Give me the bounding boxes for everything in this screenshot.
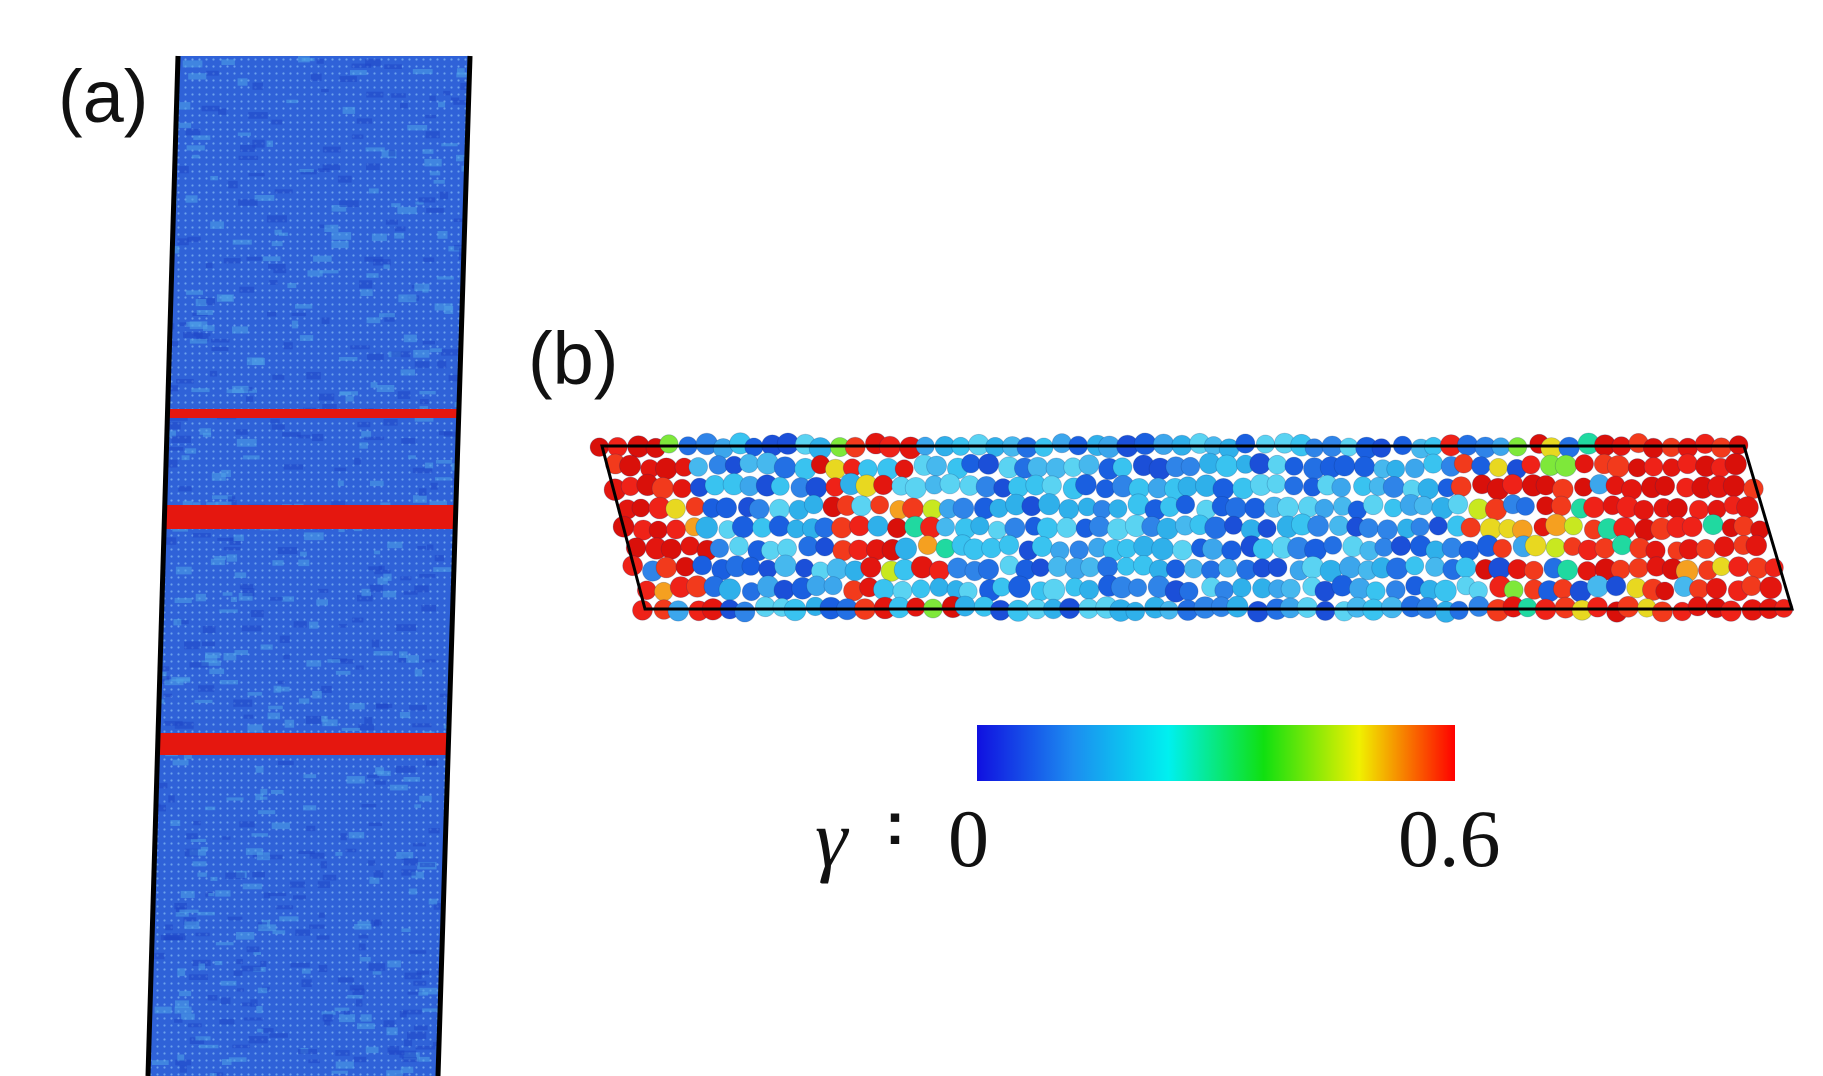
shear-band-3 [150, 733, 460, 755]
colorbar-separator: : [885, 790, 905, 857]
colorbar-symbol: γ [815, 793, 848, 884]
panel-b-atoms [589, 432, 1794, 623]
colorbar-min-label: 0 [948, 793, 989, 884]
panel-a-label: (a) [58, 55, 149, 138]
panel-b-label: (b) [528, 317, 619, 400]
colorbar [977, 725, 1455, 781]
shear-band-1 [150, 409, 460, 418]
colorbar-max-label: 0.6 [1398, 793, 1501, 884]
panel-b-cell-outline [600, 444, 1795, 611]
shear-band-2 [150, 505, 460, 529]
